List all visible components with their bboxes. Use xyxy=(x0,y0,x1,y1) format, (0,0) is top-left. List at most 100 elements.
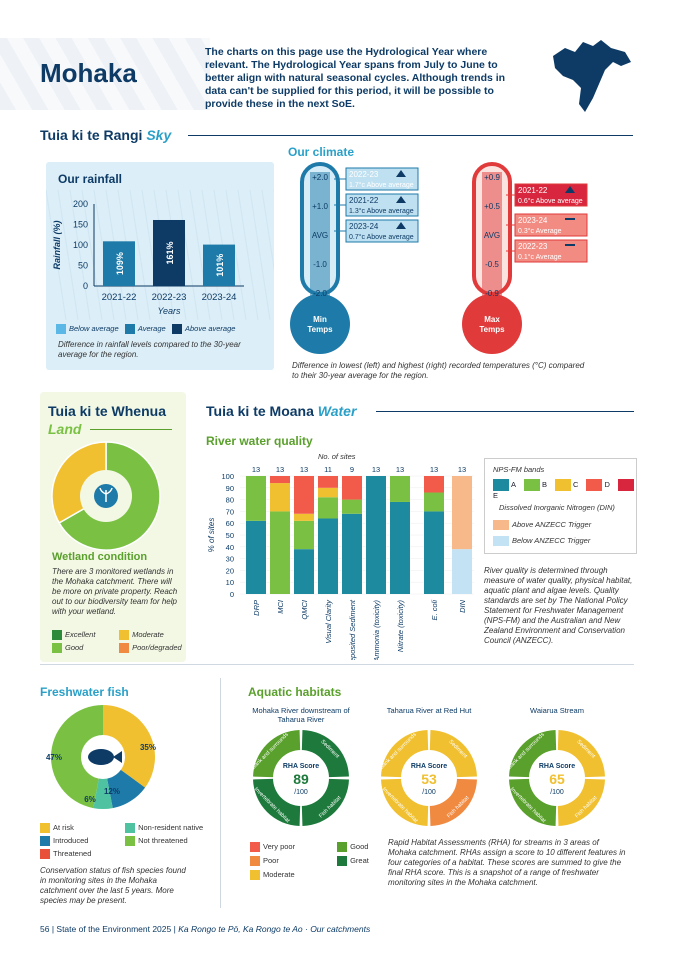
wq-bar-segment xyxy=(318,497,338,519)
divider xyxy=(376,411,634,412)
rha-score-label: RHA Score xyxy=(411,763,447,770)
y-tick-label: 10 xyxy=(226,578,234,587)
entry-text: 0.1°c Average xyxy=(518,253,562,261)
x-tick-label: Nitrate (toxicity) xyxy=(396,600,405,653)
band-label: E xyxy=(493,491,499,500)
thermometer-tick: +2.0 xyxy=(312,173,328,182)
rha-site-name: Taharua River at Red Hut xyxy=(386,706,472,715)
divider xyxy=(188,135,633,136)
y-tick-label: 80 xyxy=(226,496,234,505)
thermometer-tick: +0.5 xyxy=(484,202,500,211)
legend-swatch xyxy=(52,643,62,654)
donut-hole xyxy=(401,750,457,806)
x-tick-label: Ammonia (toxicity) xyxy=(372,600,381,660)
y-tick-label: 50 xyxy=(78,261,88,271)
rain-streak xyxy=(237,190,259,320)
thermometer-tick: +1.0 xyxy=(312,202,328,211)
wetland-text: There are 3 monitored wetlands in the Mo… xyxy=(52,567,178,616)
bands-legend: A B C D E xyxy=(493,479,636,500)
legend-swatch xyxy=(125,836,136,847)
band-swatch xyxy=(617,479,634,491)
wq-bar-segment xyxy=(246,520,266,594)
wq-bar-segment xyxy=(342,513,362,594)
band-label: C xyxy=(573,479,579,489)
land-heading-en: Land xyxy=(48,421,82,437)
x-tick-label: E. coli xyxy=(430,600,439,621)
y-tick-label: 20 xyxy=(226,566,234,575)
wq-bar-segment xyxy=(390,501,410,594)
rha-note: Rapid Habitat Assessments (RHA) for stre… xyxy=(388,838,626,887)
fish-slice xyxy=(93,757,113,809)
slice-label: 6% xyxy=(84,795,96,804)
x-axis-label: Years xyxy=(157,306,181,316)
wq-bar-segment xyxy=(294,513,314,521)
legend-swatch xyxy=(493,536,509,547)
y-tick-label: 30 xyxy=(226,555,234,564)
wq-bar-segment xyxy=(246,476,266,521)
climate-title: Our climate xyxy=(288,145,355,159)
legend-swatch xyxy=(337,842,348,853)
x-tick-label: MCI xyxy=(276,600,285,614)
entry-year: 2023-24 xyxy=(349,222,379,231)
thermometer-tick: -2.0 xyxy=(313,289,327,298)
wq-bar-segment xyxy=(424,476,444,493)
up-arrow-icon xyxy=(396,196,406,203)
bar-value-label: 101% xyxy=(215,254,225,277)
site-count-label: 13 xyxy=(396,465,404,474)
thermometer-tick: -1.0 xyxy=(313,260,327,269)
rain-streak xyxy=(57,190,79,320)
divider xyxy=(90,429,172,430)
band-swatch xyxy=(555,479,572,491)
thermometer-fill xyxy=(310,172,330,302)
y-tick-label: 90 xyxy=(226,484,234,493)
band-swatch xyxy=(524,479,541,491)
legend-swatch xyxy=(250,856,260,867)
wetland-pie xyxy=(51,441,161,551)
site-count-label: 13 xyxy=(252,465,260,474)
bulb-label: Temps xyxy=(307,325,333,334)
x-tick-label: DRP xyxy=(252,600,261,616)
wq-bar-segment xyxy=(452,549,472,594)
wq-bar-segment xyxy=(390,476,410,502)
legend-swatch xyxy=(52,630,62,641)
slice-label: 47% xyxy=(46,753,62,762)
header-pattern xyxy=(0,38,210,110)
x-tick-label: DIN xyxy=(458,599,467,613)
rainfall-note: Difference in rainfall levels compared t… xyxy=(58,340,241,359)
plant-icon-stem xyxy=(99,487,113,502)
divider xyxy=(40,664,634,665)
rain-streak xyxy=(81,190,103,320)
wq-bar-segment xyxy=(366,476,386,594)
rha-row: Mohaka River downstream of Taharua River… xyxy=(240,706,634,831)
bulb-label: Temps xyxy=(479,325,505,334)
legend-swatch xyxy=(40,823,50,834)
legend-swatch xyxy=(119,643,130,654)
wq-bar-segment xyxy=(294,476,314,514)
x-tick-label: 2023-24 xyxy=(202,292,237,303)
x-tick-label: Visual Clarity xyxy=(324,599,333,644)
rha-score-max: /100 xyxy=(294,789,308,796)
rha-site-name: Waiarua Stream xyxy=(530,706,584,715)
y-tick-label: 0 xyxy=(230,590,234,599)
entry-year: 2022-23 xyxy=(518,242,548,251)
rha-site-name: Mohaka River downstream of Taharua River xyxy=(252,706,350,724)
bulb-label: Max xyxy=(484,315,500,324)
y-tick-label: 60 xyxy=(226,519,234,528)
entry-year: 2021-22 xyxy=(349,196,379,205)
bands-title: NPS-FM bands xyxy=(493,465,545,474)
band-swatch xyxy=(493,479,509,491)
rain-streak xyxy=(225,190,247,320)
wetland-legend: Excellent Moderate Good Poor/degraded xyxy=(52,628,182,654)
x-tick-label: 2021-22 xyxy=(102,292,137,303)
fish-slice xyxy=(51,705,103,809)
x-tick-label: QMCI xyxy=(300,600,309,620)
sky-heading: Tuia ki te Rangi Sky xyxy=(40,127,172,143)
rha-score-label: RHA Score xyxy=(539,763,575,770)
band-label: A xyxy=(511,479,517,489)
legend-swatch xyxy=(171,324,182,335)
legend-swatch xyxy=(493,520,509,531)
rha-site: Waiarua Stream RHA Score 65/100 Bank and su… xyxy=(496,706,618,833)
